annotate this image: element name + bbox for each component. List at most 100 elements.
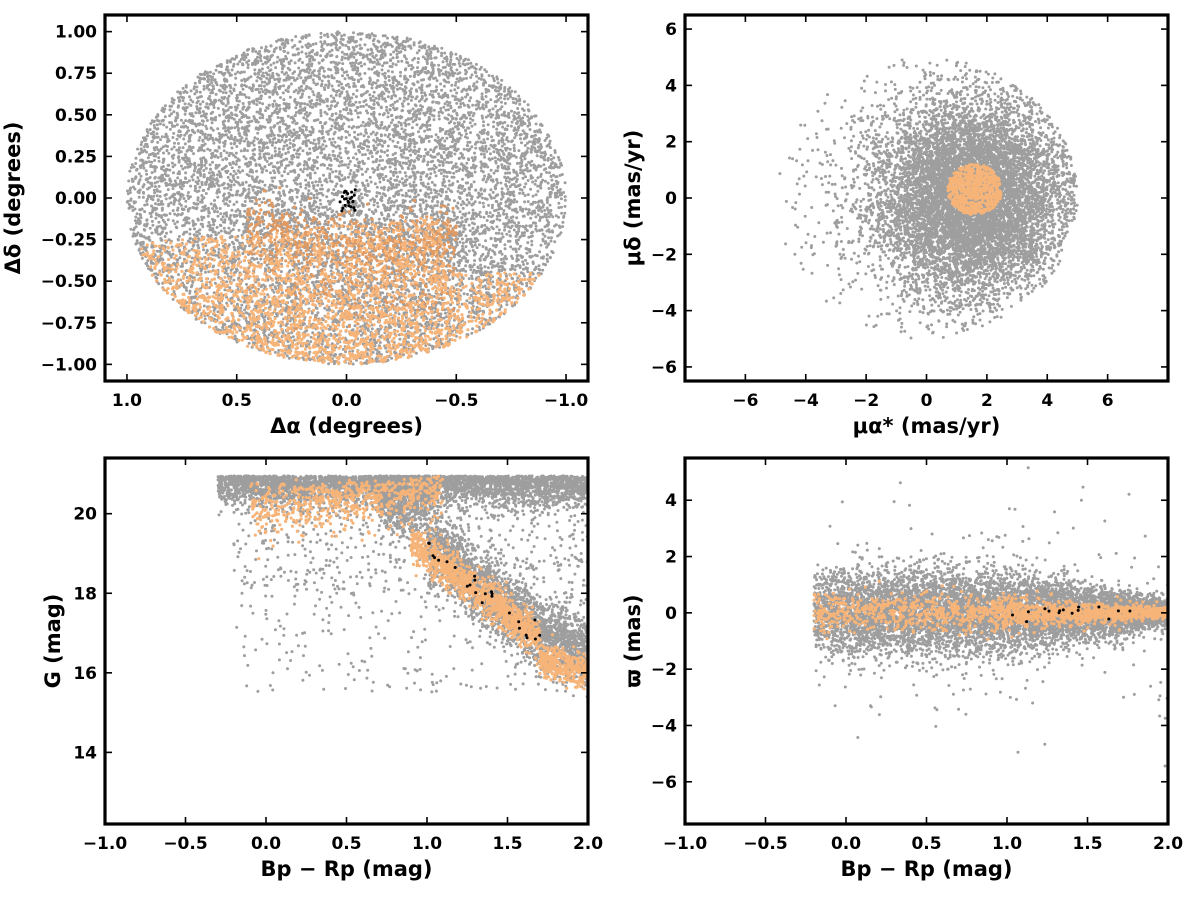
sky-grey-point: [294, 297, 297, 300]
sky-grey-point: [469, 229, 472, 232]
sky-grey-point: [420, 91, 423, 94]
sky-grey-point: [338, 46, 341, 49]
sky-grey-point: [265, 106, 268, 109]
sky-grey-point: [535, 123, 538, 126]
sky-grey-point: [158, 160, 161, 163]
sky-grey-point: [489, 188, 492, 191]
sky-grey-point: [298, 262, 301, 265]
sky-grey-point: [329, 107, 332, 110]
sky-grey-point: [277, 74, 280, 77]
sky-grey-point: [213, 199, 216, 202]
sky-grey-point: [290, 83, 293, 86]
sky-grey-point: [483, 175, 486, 178]
sky-grey-point: [205, 192, 208, 195]
sky-grey-point: [522, 268, 525, 271]
sky-grey-point: [315, 306, 318, 309]
sky-grey-point: [536, 190, 539, 193]
sky-grey-point: [341, 62, 344, 65]
sky-grey-point: [284, 152, 287, 155]
sky-grey-point: [560, 231, 563, 234]
sky-grey-point: [417, 154, 420, 157]
sky-grey-point: [165, 126, 168, 129]
sky-grey-point: [387, 70, 390, 73]
sky-grey-point: [300, 51, 303, 54]
sky-grey-point: [438, 164, 441, 167]
sky-grey-point: [528, 250, 531, 253]
sky-grey-point: [502, 209, 505, 212]
sky-grey-point: [307, 158, 310, 161]
sky-grey-point: [255, 257, 258, 260]
sky-grey-point: [408, 123, 411, 126]
sky-grey-point: [352, 31, 355, 34]
sky-grey-point: [270, 64, 273, 67]
sky-grey-point: [312, 187, 315, 190]
sky-grey-point: [127, 180, 130, 183]
sky-grey-point: [462, 207, 465, 210]
sky-grey-point: [305, 143, 308, 146]
sky-grey-point: [257, 261, 260, 264]
sky-grey-point: [289, 96, 292, 99]
sky-grey-point: [526, 241, 529, 244]
sky-grey-point: [372, 43, 375, 46]
sky-grey-point: [482, 245, 485, 248]
sky-grey-point: [543, 209, 546, 212]
sky-grey-point: [329, 164, 332, 167]
sky-grey-point: [271, 103, 274, 106]
sky-grey-point: [303, 206, 306, 209]
sky-grey-point: [465, 299, 468, 302]
sky-grey-point: [282, 84, 285, 87]
sky-grey-point: [194, 111, 197, 114]
sky-grey-point: [202, 156, 205, 159]
sky-grey-point: [447, 203, 450, 206]
sky-grey-point: [525, 284, 528, 287]
sky-grey-point: [423, 155, 426, 158]
sky-grey-point: [326, 33, 329, 36]
sky-grey-point: [409, 45, 412, 48]
sky-grey-point: [489, 98, 492, 101]
sky-grey-point: [141, 257, 144, 260]
sky-grey-point: [527, 193, 530, 196]
sky-grey-point: [335, 170, 338, 173]
sky-grey-point: [319, 54, 322, 57]
sky-grey-point: [431, 181, 434, 184]
sky-grey-point: [497, 81, 500, 84]
sky-grey-point: [201, 100, 204, 103]
sky-grey-point: [399, 146, 402, 149]
sky-grey-point: [464, 270, 467, 273]
sky-grey-point: [332, 188, 335, 191]
sky-grey-point: [355, 126, 358, 129]
sky-grey-point: [537, 213, 540, 216]
sky-grey-point: [427, 161, 430, 164]
sky-grey-point: [320, 114, 323, 117]
sky-grey-point: [337, 190, 340, 193]
sky-grey-point: [219, 212, 222, 215]
sky-grey-point: [273, 100, 276, 103]
sky-grey-point: [475, 63, 478, 66]
sky-grey-point: [415, 88, 418, 91]
sky-grey-point: [203, 149, 206, 152]
sky-grey-point: [373, 91, 376, 94]
sky-grey-point: [213, 106, 216, 109]
sky-grey-point: [343, 116, 346, 119]
sky-grey-point: [466, 137, 469, 140]
sky-grey-point: [302, 170, 305, 173]
sky-grey-point: [453, 122, 456, 125]
sky-grey-point: [182, 99, 185, 102]
sky-grey-point: [333, 141, 336, 144]
sky-grey-point: [188, 207, 191, 210]
sky-grey-point: [433, 56, 436, 59]
sky-grey-point: [319, 199, 322, 202]
sky-grey-point: [395, 63, 398, 66]
sky-grey-point: [339, 231, 342, 234]
sky-grey-point: [245, 157, 248, 160]
sky-grey-point: [479, 131, 482, 134]
sky-grey-point: [463, 292, 466, 295]
sky-grey-point: [332, 154, 335, 157]
sky-grey-point: [392, 103, 395, 106]
sky-grey-point: [188, 250, 191, 253]
sky-grey-point: [237, 104, 240, 107]
sky-grey-point: [233, 246, 236, 249]
sky-grey-point: [189, 98, 192, 101]
sky-grey-point: [225, 151, 228, 154]
sky-grey-point: [277, 116, 280, 119]
